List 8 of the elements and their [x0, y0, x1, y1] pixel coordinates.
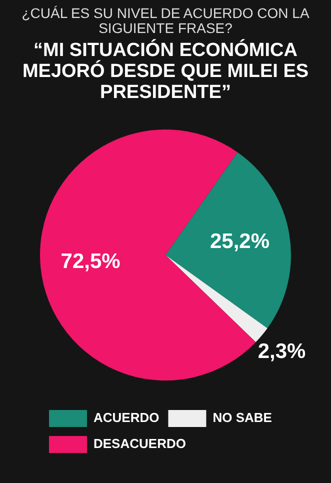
legend-label: NO SABE — [212, 410, 272, 426]
data-label: 72,5% — [60, 250, 121, 274]
chart-subtitle: “MI SITUACIÓN ECONÓMICA MEJORÓ DESDE QUE MILEI ES PRESIDENTE” — [21, 40, 310, 103]
chart-title: ¿CUÁL ES SU NIVEL DE ACUERDO CON LA SIGUIENTE FRASE? — [20, 5, 310, 36]
legend-label: ACUERDO — [94, 410, 160, 426]
data-label: 25,2% — [210, 230, 270, 254]
data-label: 2,3% — [258, 340, 306, 363]
legend-label: DESACUERDO — [94, 436, 186, 452]
